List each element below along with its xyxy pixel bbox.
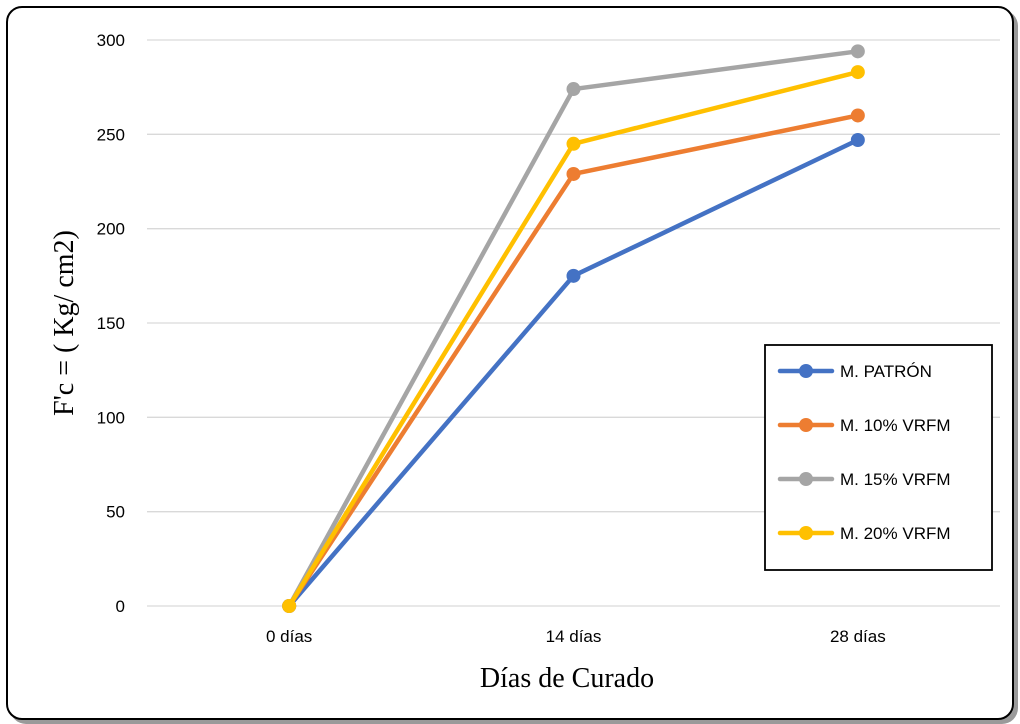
x-axis-title: Días de Curado <box>480 663 654 694</box>
data-point <box>282 599 297 613</box>
y-tick-label: 300 <box>97 31 125 50</box>
y-tick-labels: 0 50 100 150 200 250 300 <box>97 31 125 616</box>
legend-marker <box>799 472 813 486</box>
y-tick-label: 200 <box>97 220 125 239</box>
y-axis-title: F'c = ( Kg/ cm2) <box>49 230 80 416</box>
y-tick-label: 150 <box>97 314 125 333</box>
legend-marker <box>799 418 813 432</box>
series-M. 10% VRFM <box>282 108 865 613</box>
data-point <box>850 44 865 59</box>
legend-label: M. PATRÓN <box>840 362 932 381</box>
legend-item: M. 15% VRFM <box>777 470 951 489</box>
data-point <box>566 136 581 151</box>
y-tick-label: 0 <box>116 597 125 616</box>
x-tick-labels: 0 días 14 días 28 días <box>266 627 886 646</box>
legend-label: M. 15% VRFM <box>840 470 951 489</box>
legend-marker <box>799 526 813 540</box>
legend-label: M. 10% VRFM <box>840 416 951 435</box>
data-point <box>850 108 865 123</box>
data-point <box>566 82 581 97</box>
y-tick-label: 50 <box>106 503 125 522</box>
data-point <box>566 268 581 283</box>
legend-item: M. PATRÓN <box>777 362 932 381</box>
series-M. 20% VRFM <box>282 65 865 613</box>
series-lines <box>282 44 865 613</box>
legend: M. PATRÓN M. 10% VRFM M. 15% VRFM M. 20% VR… <box>764 344 993 571</box>
y-tick-label: 250 <box>97 125 125 144</box>
x-tick-label: 14 días <box>546 627 602 646</box>
legend-item: M. 20% VRFM <box>777 524 951 543</box>
data-point <box>850 132 865 147</box>
legend-item: M. 10% VRFM <box>777 416 951 435</box>
legend-label: M. 20% VRFM <box>840 524 951 543</box>
x-tick-label: 28 días <box>830 627 886 646</box>
y-tick-label: 100 <box>97 408 125 427</box>
legend-marker <box>799 364 813 378</box>
x-tick-label: 0 días <box>266 627 312 646</box>
data-point <box>566 166 581 181</box>
data-point <box>850 65 865 80</box>
